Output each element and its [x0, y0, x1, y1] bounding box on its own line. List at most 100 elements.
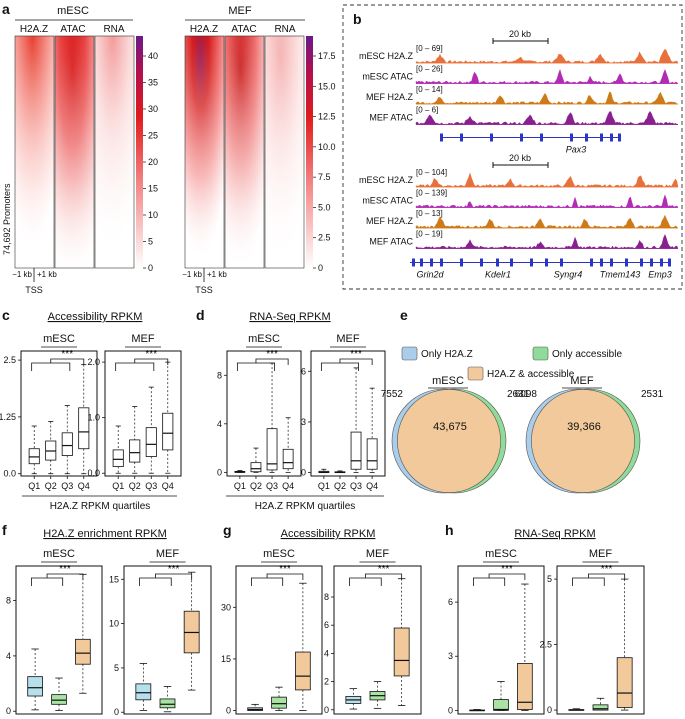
y-tick-label: 0: [226, 706, 231, 716]
colorbar-tick-label: 20: [148, 157, 158, 167]
x-tick-label: Q4: [282, 481, 294, 491]
colorbar-tick-label: 2.5: [318, 233, 331, 243]
track-name: mESC H2A.Z: [359, 51, 414, 61]
gene-name: Emp3: [648, 270, 672, 280]
subplot-title: MEF: [589, 548, 613, 560]
subplot-title: MEF: [366, 548, 390, 560]
gene-exon: [650, 258, 653, 267]
venn-legend: Only H2A.Z Only accessible H2A.Z & acces…: [401, 346, 622, 381]
significance-bracket-left: [572, 577, 605, 586]
panel-c-title: Accessibility RPKM: [48, 311, 143, 323]
box: [112, 449, 124, 467]
gene-exon: [420, 258, 423, 267]
boxplot-c-mef: MEF 0.0 1.0 2.0 Q1 Q2 Q3 Q4 ***: [87, 333, 182, 491]
significance-bracket-left: [473, 577, 506, 586]
gene-exon: [560, 258, 563, 267]
y-tick-label: 2.5: [539, 640, 552, 650]
panel-label-g: g: [223, 522, 232, 538]
venn-overlap-region: [397, 389, 501, 493]
y-tick-label: 1.0: [87, 413, 100, 423]
box: [493, 699, 509, 711]
track-range: [0 – 69]: [416, 44, 443, 53]
y-tick-label: 6: [448, 597, 453, 607]
box: [350, 431, 362, 470]
subplot-title: mESC: [485, 548, 517, 560]
colorbar-mesc: [136, 36, 143, 268]
gene-exon: [610, 133, 613, 142]
box: [266, 428, 278, 471]
plot-frame: [226, 350, 302, 477]
y-tick-label: 15: [109, 574, 119, 584]
x-tick-label: Q1: [318, 481, 330, 491]
venn-only-accessible-count: 2631: [507, 389, 530, 400]
venn-only-h2az-count: 6098: [515, 389, 538, 400]
subplot-title: mESC: [248, 333, 280, 345]
plot-frame: [310, 350, 386, 477]
gene-exon: [590, 258, 593, 267]
heatmap-mef-atac: [224, 35, 265, 269]
gene-name: Kdelr1: [485, 270, 511, 280]
box: [159, 698, 176, 709]
coverage-track: [415, 194, 679, 208]
legend-swatch-both: [467, 366, 484, 381]
venn-title: mESC: [432, 375, 464, 387]
box: [271, 696, 287, 709]
colorbar-tick-label: 0: [148, 263, 153, 273]
track-name: mESC ATAC: [362, 196, 413, 206]
y-tick-label: 30: [221, 602, 231, 612]
box: [135, 683, 152, 701]
gene-exon: [625, 258, 628, 267]
significance-bracket: [255, 358, 289, 365]
coverage-track: [415, 214, 679, 229]
panel-label-c: c: [2, 307, 10, 323]
gene-exon: [545, 258, 548, 267]
box: [616, 657, 633, 708]
boxplot-c-mesc: mESC 0.0 1.25 2.5 Q1 Q2 Q3 Q4 ***: [0, 333, 98, 491]
legend-only-h2az: Only H2A.Z: [421, 349, 473, 360]
y-tick-label: 0: [448, 705, 453, 715]
panel-h-title: RNA-Seq RPKM: [514, 528, 595, 540]
box: [282, 448, 294, 470]
gene-exon: [600, 133, 603, 142]
mesc-xlabel-tss: TSS: [25, 285, 43, 295]
plot-frame: [457, 565, 545, 715]
y-tick-label: 2.5: [3, 355, 16, 365]
plot-frame: [104, 350, 182, 477]
x-tick-label: Q4: [162, 481, 174, 491]
box: [295, 651, 311, 691]
gene-exon: [585, 133, 588, 142]
significance-label: ***: [501, 564, 513, 575]
plot-frame: [123, 565, 212, 715]
x-tick-label: Q4: [366, 481, 378, 491]
significance-bracket-left: [320, 362, 359, 371]
panel-c-xlabel: H2A.Z RPKM quartiles: [50, 501, 151, 512]
boxplot-f-mesc: mESC 0 4 8 ***: [6, 548, 103, 716]
panel-label-b: b: [353, 11, 362, 27]
y-tick-label: 6: [301, 366, 306, 376]
box: [75, 638, 91, 665]
gene-exon: [490, 133, 493, 142]
box: [145, 427, 157, 457]
significance-label: ***: [266, 349, 278, 360]
subplot-title: MEF: [156, 548, 180, 560]
y-tick-label: 0: [6, 706, 11, 716]
box: [51, 694, 67, 705]
gene-exon: [430, 258, 433, 267]
venn-title: MEF: [570, 375, 594, 387]
plot-frame: [20, 350, 98, 477]
y-tick-label: 2: [324, 677, 329, 687]
significance-label: ***: [61, 349, 73, 360]
venn-overlap-region: [531, 389, 635, 493]
significance-bracket-left: [349, 577, 382, 586]
heatmap-mesc-h2az: [14, 35, 55, 269]
heatmap-mesc-atac: [54, 35, 95, 269]
box: [592, 704, 609, 711]
y-tick-label: 0: [547, 705, 552, 715]
mesc-xtick-minus: −1 kb: [12, 270, 32, 279]
colorbar-tick-label: 15.0: [318, 81, 336, 91]
y-tick-label: 8: [6, 596, 11, 606]
x-tick-label: Q1: [112, 481, 124, 491]
box: [250, 462, 262, 473]
